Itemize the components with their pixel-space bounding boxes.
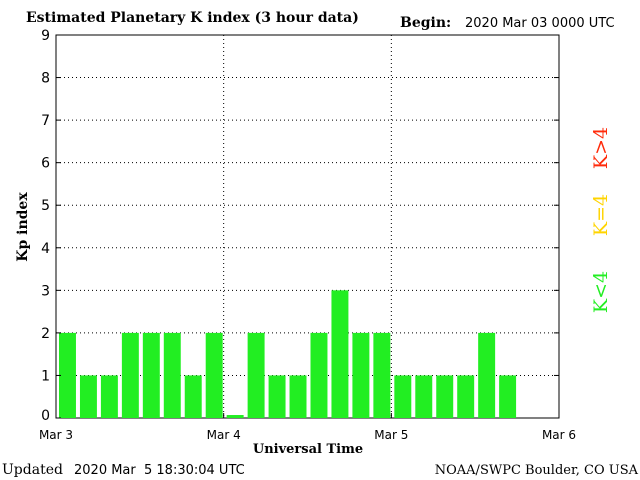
kp-bar	[289, 375, 307, 418]
kp-bar	[226, 415, 244, 418]
y-tick-label: 5	[41, 198, 50, 214]
x-tick-label: Mar 3	[39, 428, 73, 442]
chart-title: Estimated Planetary K index (3 hour data…	[26, 10, 359, 26]
begin-value: 2020 Mar 03 0000 UTC	[465, 16, 615, 31]
kp-bar	[59, 332, 76, 418]
kp-bar	[373, 332, 391, 418]
y-tick-label: 1	[41, 368, 50, 384]
y-tick-label: 9	[41, 28, 50, 44]
updated-label: Updated	[2, 462, 63, 478]
updated-value: 2020 Mar 5 18:30:04 UTC	[74, 463, 245, 478]
x-tick-label: Mar 5	[374, 428, 408, 442]
kp-bar	[478, 332, 496, 418]
y-tick-label: 3	[41, 283, 50, 299]
kp-bar	[310, 332, 328, 418]
x-tick-label: Mar 4	[207, 428, 241, 442]
horizontal-gridlines	[56, 77, 559, 376]
kp-bar	[79, 375, 97, 418]
kp-bar	[247, 332, 265, 418]
y-tick-label: 8	[41, 71, 50, 87]
y-tick-label: 7	[41, 113, 50, 129]
y-tick-label: 6	[41, 156, 50, 172]
kp-bar	[394, 375, 412, 418]
legend-k-equal-4: K=4	[590, 194, 612, 236]
kp-bar	[268, 375, 286, 418]
legend-k-less-4: K<4	[590, 271, 612, 313]
kp-bar	[352, 332, 370, 418]
kp-bar	[184, 375, 202, 418]
kp-bar	[142, 332, 160, 418]
kp-bar	[100, 375, 118, 418]
y-tick-label: 4	[41, 241, 50, 257]
begin-label: Begin:	[400, 15, 451, 31]
x-axis-label: Universal Time	[253, 442, 363, 457]
y-axis-label: Kp index	[15, 192, 31, 262]
kp-bar	[415, 375, 433, 418]
x-tick-label: Mar 6	[542, 428, 576, 442]
kp-bars	[59, 290, 517, 418]
kp-bar	[436, 375, 454, 418]
x-axis-ticks: Mar 3 Mar 4 Mar 5 Mar 6	[39, 413, 576, 442]
kp-bar	[205, 332, 223, 418]
legend-k-greater-4: K>4	[590, 127, 612, 169]
kp-bar	[163, 332, 181, 418]
plot-frame	[55, 34, 560, 419]
kp-bar	[121, 332, 139, 418]
y-tick-label: 0	[41, 408, 50, 424]
kp-bar	[331, 290, 349, 418]
credit-text: NOAA/SWPC Boulder, CO USA	[435, 463, 639, 478]
y-axis-ticks: 0 1 2 3 4 5 6 7 8 9	[41, 28, 559, 424]
kp-bar	[457, 375, 475, 418]
y-tick-label: 2	[41, 326, 50, 342]
kp-bar	[499, 375, 517, 418]
